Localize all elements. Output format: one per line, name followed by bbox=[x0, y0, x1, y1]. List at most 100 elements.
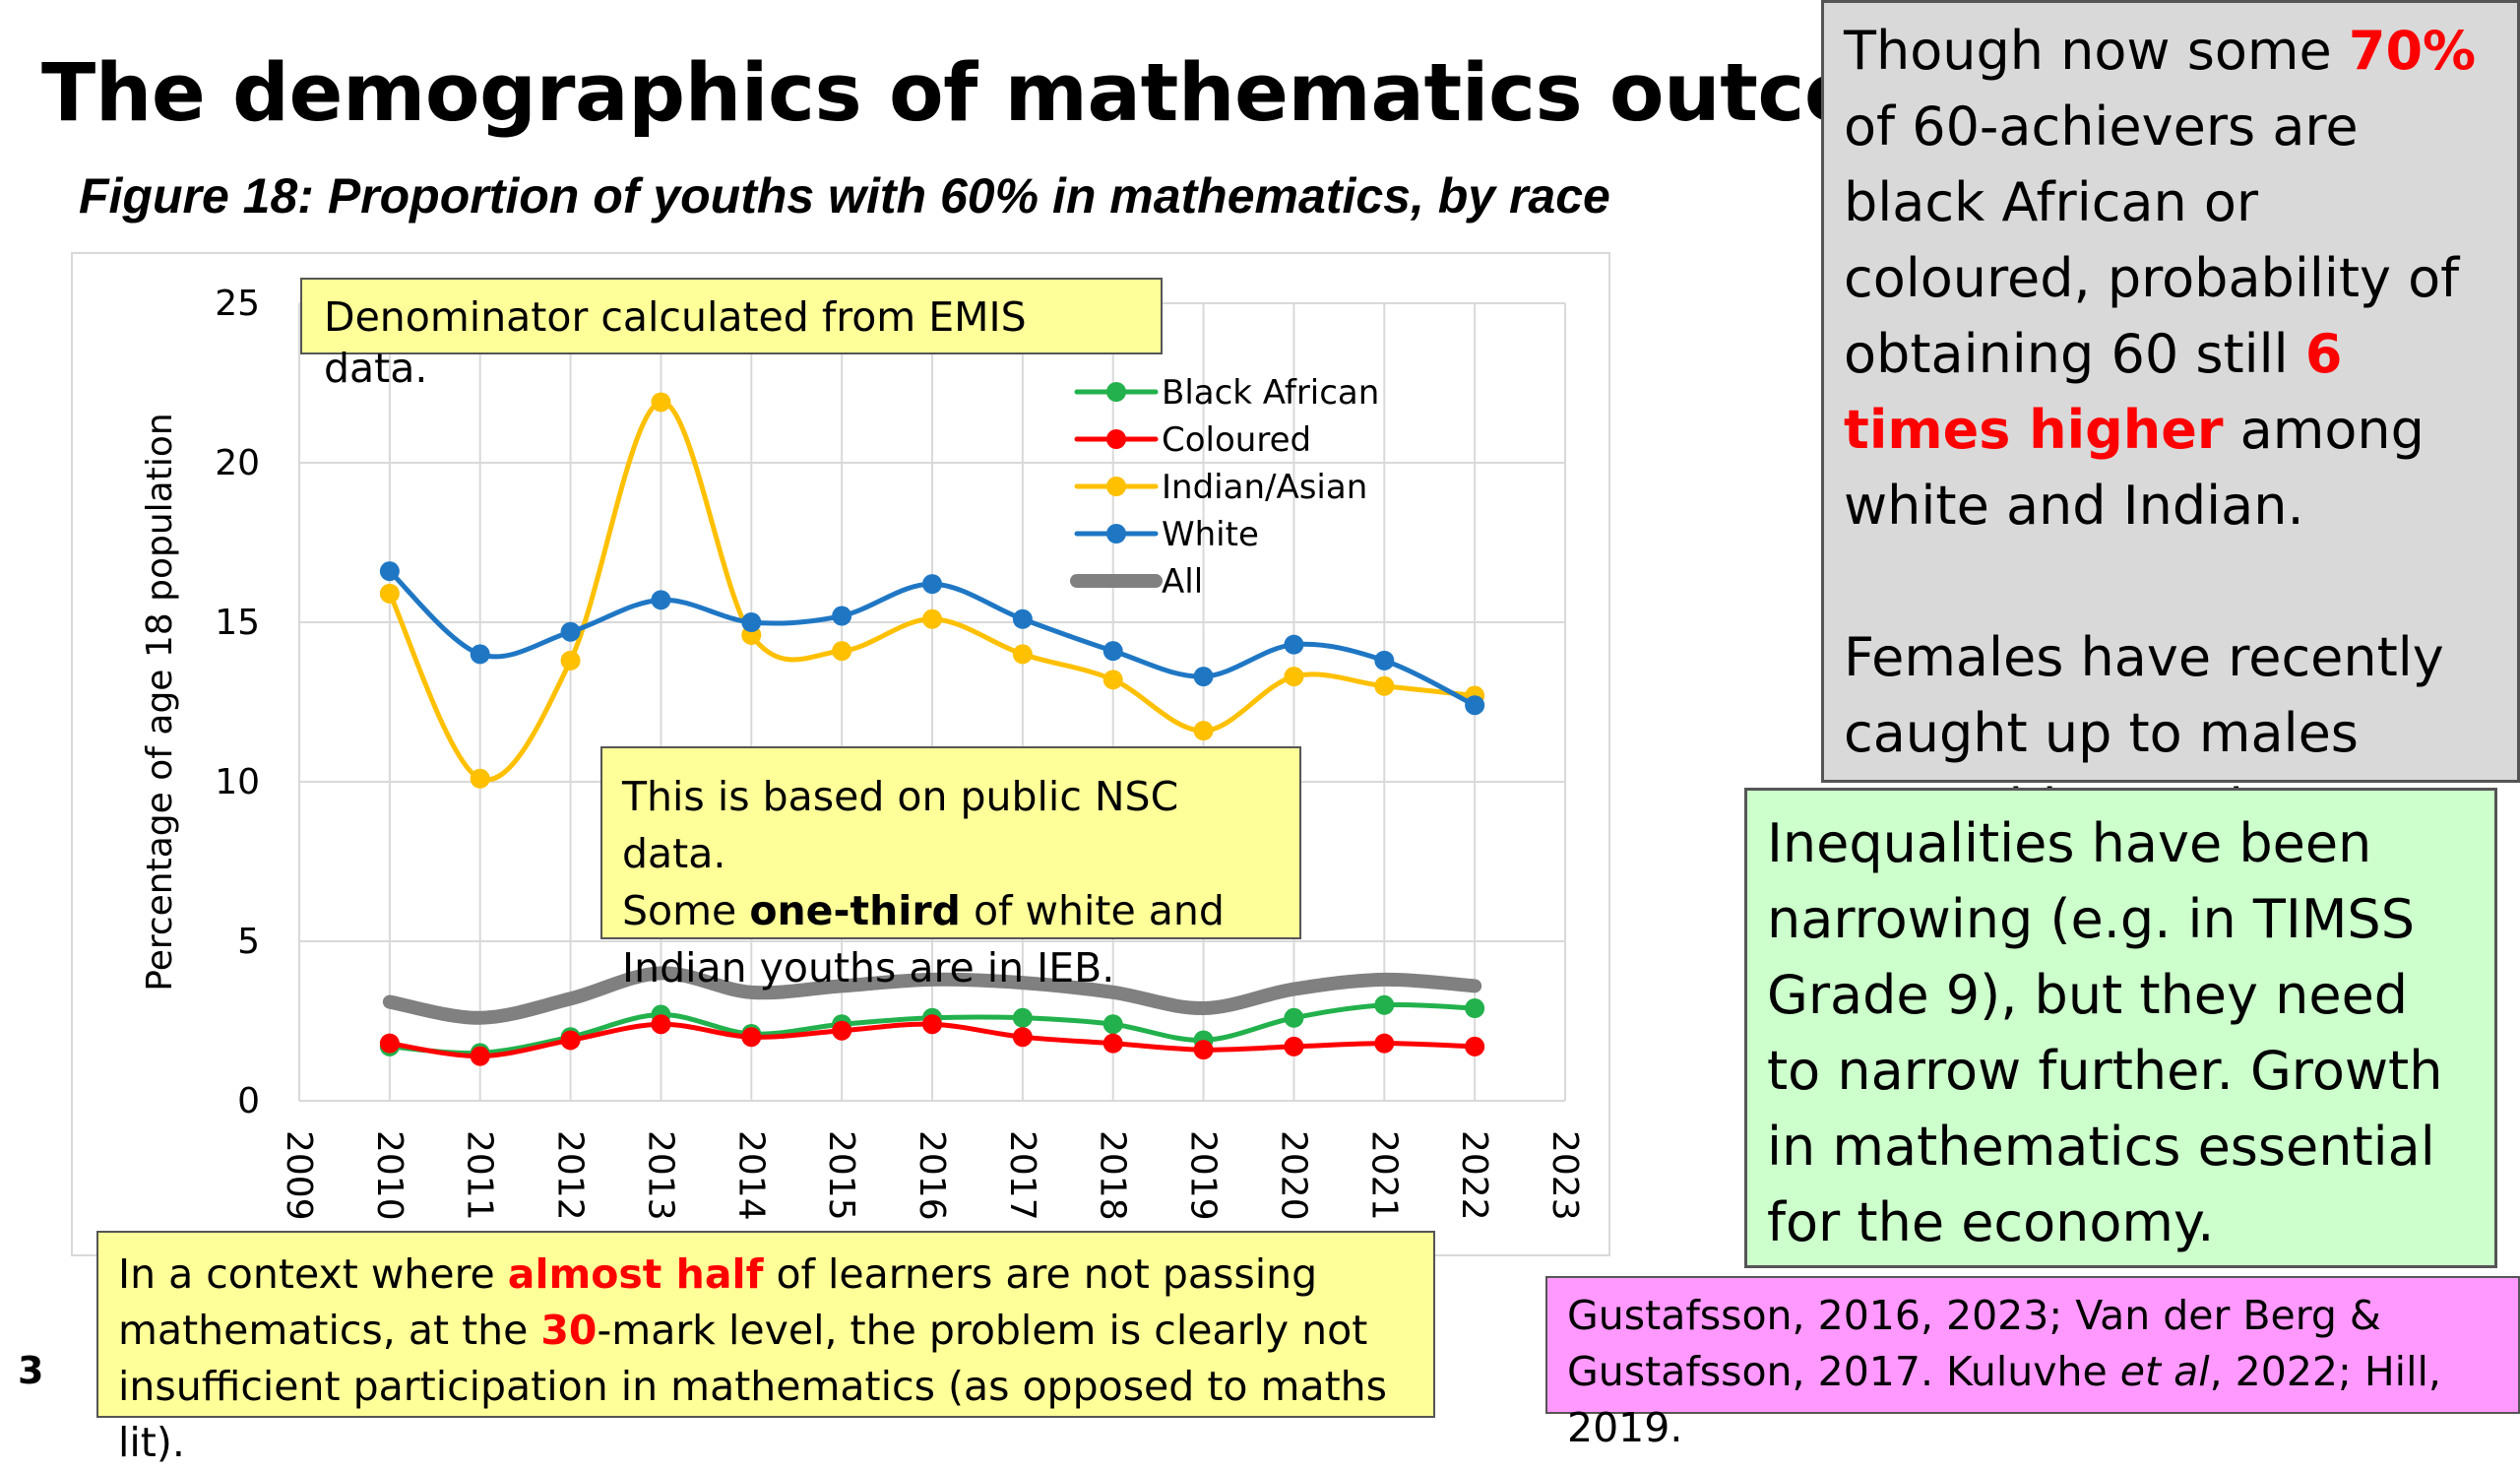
context-text: of learners are not passing bbox=[763, 1250, 1318, 1298]
references-line-2: Gustafsson, 2017. Kuluvhe et al, 2022; H… bbox=[1567, 1344, 2498, 1456]
data-point-coloured bbox=[1284, 1036, 1304, 1056]
context-line-2: mathematics, at the 30-mark level, the p… bbox=[118, 1303, 1414, 1359]
legend-label-all: All bbox=[1162, 562, 1203, 602]
data-point-indian-asian bbox=[470, 768, 490, 789]
data-point-white bbox=[1012, 608, 1033, 629]
data-point-indian-asian bbox=[1012, 644, 1033, 665]
y-tick-label: 15 bbox=[215, 603, 260, 643]
data-point-coloured bbox=[1102, 1033, 1123, 1054]
data-point-coloured bbox=[1374, 1033, 1395, 1054]
data-point-white bbox=[922, 574, 942, 595]
legend-marker-coloured bbox=[1106, 429, 1126, 449]
y-tick-label: 5 bbox=[237, 922, 260, 962]
nsc-note-text: Some bbox=[622, 887, 750, 934]
finding-text: Though now some bbox=[1844, 20, 2349, 82]
x-tick-label: 2019 bbox=[1183, 1130, 1224, 1221]
data-point-coloured bbox=[560, 1030, 581, 1051]
data-point-indian-asian bbox=[832, 641, 852, 662]
context-text: mathematics, at the bbox=[118, 1307, 541, 1354]
data-point-white bbox=[1102, 641, 1123, 662]
x-tick-label: 2020 bbox=[1273, 1130, 1313, 1221]
x-tick-label: 2018 bbox=[1093, 1130, 1133, 1221]
finding-highlight: 6 times higher bbox=[1844, 323, 2343, 461]
page-title: The demographics of mathematics outcomes bbox=[41, 47, 2043, 140]
context-line-1: In a context where almost half of learne… bbox=[118, 1247, 1414, 1303]
data-point-white bbox=[379, 561, 400, 582]
slide-number: 3 bbox=[18, 1349, 44, 1392]
data-point-coloured bbox=[922, 1014, 942, 1035]
legend-label-white: White bbox=[1162, 515, 1259, 554]
data-point-coloured bbox=[651, 1014, 671, 1035]
data-point-white bbox=[1284, 634, 1304, 655]
y-tick-label: 25 bbox=[215, 284, 260, 324]
data-point-indian-asian bbox=[1284, 667, 1304, 687]
legend-label-indian-asian: Indian/Asian bbox=[1162, 468, 1367, 507]
context-highlight: almost half bbox=[507, 1250, 764, 1298]
context-note: In a context where almost half of learne… bbox=[96, 1231, 1435, 1466]
data-point-indian-asian bbox=[922, 608, 942, 629]
data-point-white bbox=[560, 621, 581, 642]
x-tick-label: 2012 bbox=[550, 1130, 591, 1221]
data-point-white bbox=[1193, 667, 1214, 687]
line-chart: 0 5 10 15 20 25 2009 2010 2011 2012 2013 2014 2015 20… bbox=[140, 284, 1585, 1221]
context-text: -mark level, the problem is clearly not bbox=[597, 1307, 1368, 1354]
data-point-coloured bbox=[1193, 1040, 1214, 1060]
figure-caption: Figure 18: Proportion of youths with 60%… bbox=[79, 168, 1610, 224]
data-point-coloured bbox=[741, 1027, 762, 1048]
legend-marker-black-african bbox=[1106, 382, 1126, 402]
x-tick-label: 2014 bbox=[730, 1130, 771, 1221]
legend-marker-white bbox=[1106, 524, 1126, 544]
y-axis-label: Percentage of age 18 population bbox=[140, 413, 180, 991]
references-line-1: Gustafsson, 2016, 2023; Van der Berg & bbox=[1567, 1292, 2381, 1339]
nsc-note: This is based on public NSC data. Some o… bbox=[600, 746, 1301, 991]
data-point-white bbox=[832, 606, 852, 626]
finding-text: of 60-achievers are black African or col… bbox=[1844, 96, 2460, 385]
context-text: In a context where bbox=[118, 1250, 508, 1298]
references-box: Gustafsson, 2016, 2023; Van der Berg & G… bbox=[1545, 1276, 2520, 1451]
data-point-coloured bbox=[470, 1046, 490, 1066]
x-tick-label: 2015 bbox=[821, 1130, 861, 1221]
data-point-indian-asian bbox=[1102, 670, 1123, 690]
x-tick-label: 2016 bbox=[912, 1130, 952, 1221]
inequality-box: Inequalities have been narrowing (e.g. i… bbox=[1744, 788, 2497, 1268]
key-finding-box: Though now some 70% of 60-achievers are … bbox=[1821, 0, 2520, 840]
data-point-indian-asian bbox=[560, 650, 581, 671]
references-italic: et al bbox=[2119, 1348, 2210, 1395]
chart-area: 0 5 10 15 20 25 2009 2010 2011 2012 2013 2014 2015 20… bbox=[71, 252, 1610, 1256]
data-point-indian-asian bbox=[651, 392, 671, 413]
data-point-indian-asian bbox=[379, 583, 400, 604]
y-tick-label: 20 bbox=[215, 443, 260, 483]
x-tick-label: 2023 bbox=[1544, 1130, 1585, 1221]
data-point-black-african bbox=[1012, 1007, 1033, 1028]
key-finding-paragraph-1: Though now some 70% of 60-achievers are … bbox=[1844, 13, 2497, 544]
data-point-black-african bbox=[1102, 1014, 1123, 1035]
legend-marker-indian-asian bbox=[1106, 477, 1126, 496]
context-highlight: 30 bbox=[540, 1307, 598, 1354]
x-tick-label: 2021 bbox=[1363, 1130, 1404, 1221]
data-point-coloured bbox=[1012, 1027, 1033, 1048]
data-point-white bbox=[470, 644, 490, 665]
nsc-note-line-2: Some one-third of white and bbox=[622, 882, 1280, 939]
data-point-black-african bbox=[1465, 998, 1485, 1019]
nsc-note-line-1: This is based on public NSC data. bbox=[622, 773, 1179, 877]
data-point-white bbox=[1374, 650, 1395, 671]
nsc-note-line-3: Indian youths are in IEB. bbox=[622, 944, 1115, 991]
x-tick-label: 2017 bbox=[1002, 1130, 1042, 1221]
legend-label-coloured: Coloured bbox=[1162, 420, 1311, 460]
series-line-all bbox=[382, 966, 1482, 1025]
finding-text: among white and Indian. bbox=[1844, 399, 2425, 537]
data-point-black-african bbox=[1374, 994, 1395, 1015]
x-tick-label: 2011 bbox=[460, 1130, 500, 1221]
data-point-black-african bbox=[1284, 1007, 1304, 1028]
nsc-note-highlight: one-third bbox=[749, 887, 961, 934]
references-text: Gustafsson, 2017. Kuluvhe bbox=[1567, 1348, 2120, 1395]
finding-highlight: 70% bbox=[2348, 20, 2477, 82]
x-tick-label: 2013 bbox=[640, 1130, 680, 1221]
data-point-coloured bbox=[379, 1033, 400, 1054]
y-tick-label: 0 bbox=[237, 1081, 260, 1121]
x-tick-label: 2022 bbox=[1454, 1130, 1494, 1221]
data-point-white bbox=[741, 612, 762, 632]
y-tick-label: 10 bbox=[215, 762, 260, 802]
x-tick-label: 2010 bbox=[369, 1130, 410, 1221]
emis-note: Denominator calculated from EMIS data. bbox=[300, 278, 1163, 392]
